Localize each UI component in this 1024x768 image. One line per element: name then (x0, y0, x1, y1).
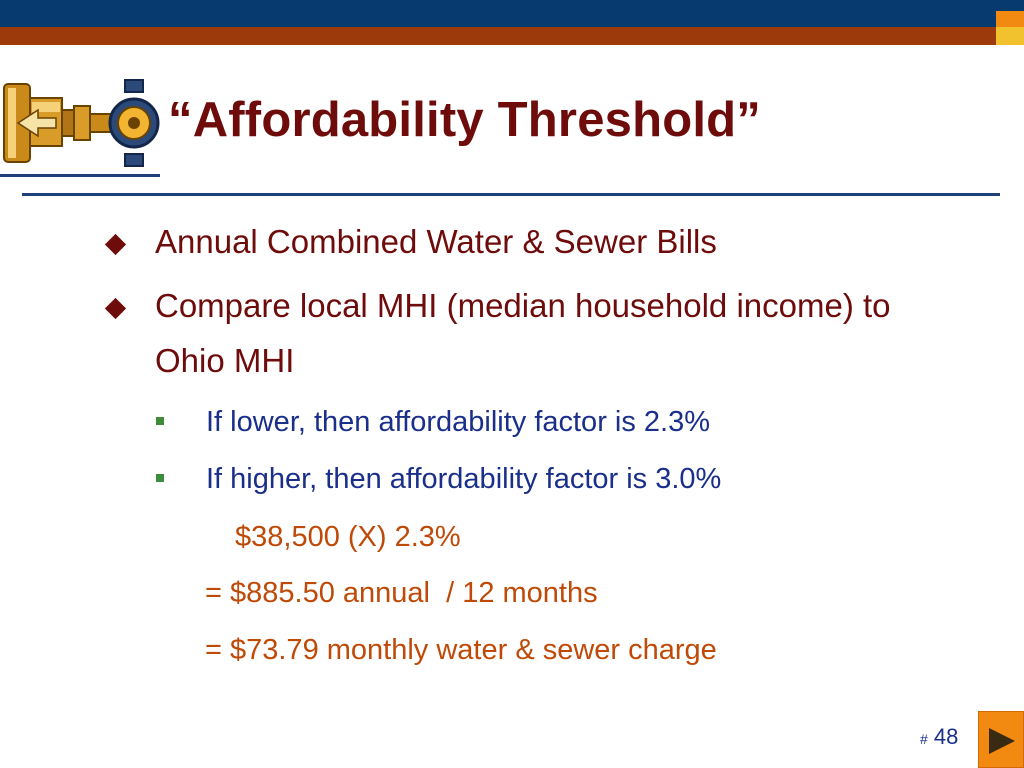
logo-divider (0, 174, 160, 177)
header-corner-gold (996, 11, 1024, 45)
page-hash: # (920, 731, 928, 747)
bullet-text: Compare local MHI (median household inco… (155, 287, 891, 379)
next-slide-button[interactable] (978, 711, 1024, 768)
calculation-line: = $73.79 monthly water & sewer charge (205, 634, 717, 666)
pipe-valve-icon (0, 70, 160, 185)
bullet-item: Annual Combined Water & Sewer Bills (104, 214, 968, 269)
sub-bullet-text: If lower, then affordability factor is 2… (206, 406, 711, 438)
header-band-rust (0, 27, 996, 45)
square-bullet-icon (156, 417, 164, 425)
calculation-line: $38,500 (X) 2.3% (235, 521, 461, 553)
play-triangle-icon (989, 728, 1015, 754)
calculation-line: = $885.50 annual / 12 months (205, 577, 598, 609)
sub-bullet-text: If higher, then affordability factor is … (206, 463, 722, 495)
bullet-text: Annual Combined Water & Sewer Bills (155, 223, 717, 260)
diamond-bullet-icon (104, 297, 127, 320)
page-number-value: 48 (933, 724, 959, 749)
square-bullet-icon (156, 474, 164, 482)
title-divider (22, 193, 1000, 196)
bullet-item: Compare local MHI (median household inco… (104, 278, 968, 388)
diamond-bullet-icon (104, 233, 127, 256)
page-number: # 48 (920, 724, 958, 750)
header-band-blue (0, 0, 996, 27)
slide-title: “Affordability Threshold” (168, 93, 761, 147)
